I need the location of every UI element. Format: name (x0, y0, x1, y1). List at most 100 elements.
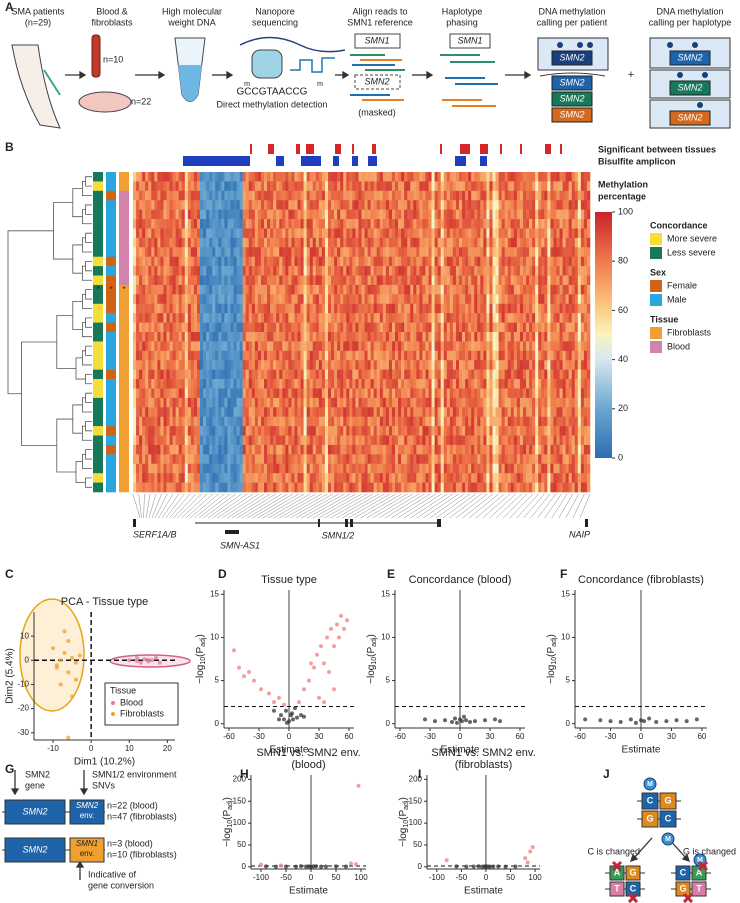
heatmap-cell (492, 228, 496, 239)
heatmap-cell (184, 341, 189, 352)
heatmap-cell (151, 360, 155, 370)
heatmap-cell (504, 341, 509, 352)
heatmap-cell (324, 219, 329, 229)
label: DNA methylation (656, 6, 723, 16)
heatmap-cell (480, 313, 484, 323)
heatmap-cell (376, 172, 381, 182)
heatmap-cell (431, 379, 435, 389)
heatmap-cell (346, 416, 350, 427)
heatmap-cell (315, 237, 320, 248)
heatmap-cell (267, 463, 271, 474)
heatmap-cell (471, 332, 475, 342)
heatmap-cell (586, 444, 591, 455)
heatmap-cell (294, 190, 298, 201)
heatmap-cell (242, 332, 247, 342)
heatmap-cell (209, 332, 213, 342)
heatmap-cell (385, 237, 390, 248)
heatmap-cell (324, 444, 329, 455)
heatmap-cell (270, 397, 274, 408)
heatmap-cell (373, 256, 378, 267)
heatmap-cell (209, 416, 213, 427)
heatmap-cell (315, 284, 320, 295)
heatmap-cell (294, 407, 298, 417)
heatmap-cell (355, 369, 359, 380)
heatmap-cell (449, 275, 454, 286)
heatmap-cell (477, 209, 481, 220)
heatmap-cell (270, 256, 274, 267)
heatmap-cell (267, 228, 271, 239)
heatmap-cell (227, 190, 231, 201)
heatmap-cell (553, 284, 557, 295)
heatmap-cell (413, 416, 417, 427)
heatmap-cell (413, 219, 417, 229)
heatmap-cell (419, 275, 423, 286)
heatmap-cell (544, 454, 548, 465)
heatmap-cell (547, 237, 551, 248)
heatmap-cell (196, 454, 201, 465)
heatmap-cell (187, 303, 192, 314)
heatmap-cell (510, 303, 515, 314)
heatmap-cell (538, 228, 542, 239)
heatmap-cell (388, 407, 393, 417)
heatmap-cell (340, 247, 344, 257)
heatmap-cell (291, 313, 295, 323)
heatmap-cell (282, 303, 286, 314)
heatmap-cell (248, 388, 253, 399)
heatmap-cell (404, 313, 408, 323)
heatmap-cell (148, 209, 152, 220)
heatmap-cell (337, 172, 341, 182)
heatmap-cell (273, 284, 277, 295)
heatmap-cell (565, 341, 569, 352)
heatmap-cell (510, 416, 515, 427)
heatmap-cell (306, 369, 311, 380)
heatmap-cell (416, 256, 420, 267)
label: SMN1 (457, 35, 482, 45)
heatmap-cell (477, 172, 481, 182)
heatmap-cell (501, 350, 505, 361)
heatmap-cell (449, 388, 454, 399)
heatmap-cell (358, 426, 362, 436)
heatmap-cell (422, 360, 426, 370)
heatmap-cell (398, 397, 402, 408)
heatmap-cell (242, 444, 247, 455)
heatmap-cell (458, 200, 463, 210)
heatmap-cell (580, 407, 585, 417)
heatmap-cell (553, 190, 557, 201)
heatmap-cell (236, 397, 240, 408)
heatmap-cell (516, 313, 521, 323)
heatmap-cell (270, 435, 274, 446)
heatmap-cell (303, 341, 307, 352)
heatmap-cell (370, 473, 374, 483)
heatmap-cell (200, 416, 204, 427)
heatmap-cell (294, 256, 298, 267)
heatmap-cell (233, 200, 237, 210)
heatmap-cell (410, 209, 414, 220)
heatmap-cell (379, 275, 384, 286)
heatmap-cell (562, 266, 566, 276)
heatmap-cell (209, 256, 213, 267)
heatmap-cell (303, 369, 307, 380)
heatmap-cell (410, 294, 414, 305)
heatmap-cell (324, 332, 329, 342)
heatmap-cell (385, 256, 390, 267)
heatmap-cell (480, 303, 484, 314)
heatmap-cell (233, 341, 237, 352)
heatmap-cell (321, 266, 326, 276)
heatmap-cell (574, 360, 579, 370)
heatmap-cell (233, 360, 237, 370)
heatmap-cell (477, 379, 481, 389)
heatmap-cell (273, 416, 277, 427)
heatmap-cell (398, 435, 402, 446)
heatmap-cell (443, 379, 448, 389)
heatmap-cell (367, 190, 371, 201)
heatmap-cell (486, 454, 490, 465)
heatmap-cell (254, 454, 259, 465)
heatmap-cell (443, 473, 448, 483)
heatmap-cell (385, 313, 390, 323)
heatmap-cell (321, 463, 326, 474)
heatmap-cell (257, 341, 262, 352)
heatmap-cell (571, 256, 576, 267)
heatmap-cell (133, 172, 137, 182)
heatmap-cell (160, 341, 164, 352)
heatmap-cell (562, 416, 566, 427)
